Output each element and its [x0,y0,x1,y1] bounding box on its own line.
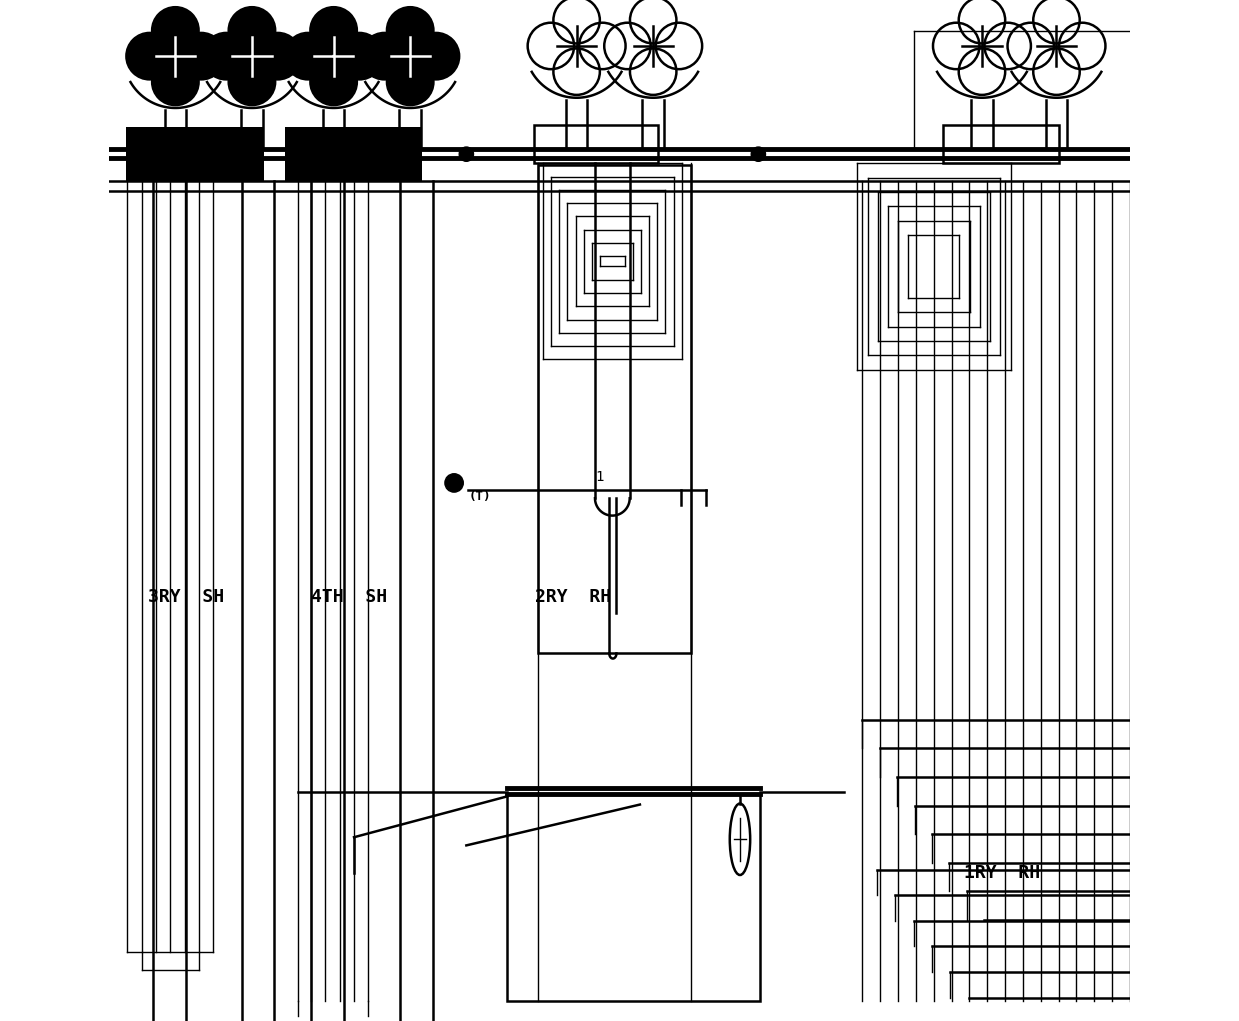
Circle shape [254,33,301,80]
Circle shape [203,33,249,80]
Circle shape [152,7,198,54]
Text: (T): (T) [468,490,491,502]
Text: 2RY  RH: 2RY RH [535,588,612,606]
Circle shape [336,33,383,80]
Circle shape [387,58,434,105]
Bar [507,794,761,1001]
Bar [534,125,658,163]
Circle shape [285,33,331,80]
Circle shape [387,7,434,54]
Circle shape [751,147,766,161]
Circle shape [362,33,408,80]
Circle shape [178,33,224,80]
Circle shape [413,33,460,80]
Text: 1: 1 [595,470,603,484]
Circle shape [229,7,275,54]
Bar [285,127,422,181]
Circle shape [229,58,275,105]
Text: 4TH  SH: 4TH SH [311,588,387,606]
Circle shape [311,58,357,105]
Bar [943,125,1058,163]
Circle shape [1160,148,1172,160]
Circle shape [311,7,357,54]
Bar [538,165,691,653]
Circle shape [152,58,198,105]
Circle shape [126,33,173,80]
Bar [126,127,264,181]
Text: 1RY  RH: 1RY RH [964,864,1041,882]
Text: 3RY  SH: 3RY SH [147,588,223,606]
Circle shape [460,147,473,161]
Circle shape [445,474,463,492]
